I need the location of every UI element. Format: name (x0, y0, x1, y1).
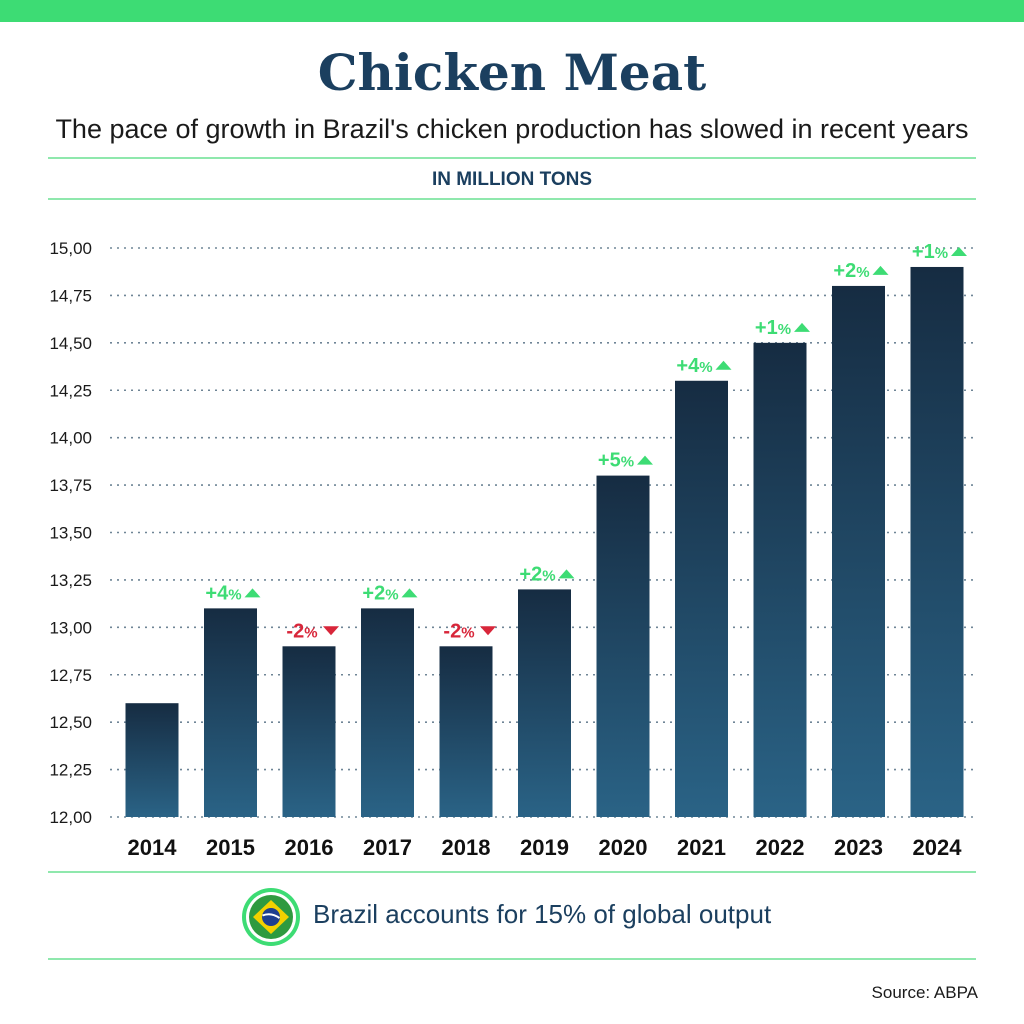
triangle-up-icon (951, 246, 967, 256)
x-tick-label: 2018 (442, 835, 491, 860)
x-tick-label: 2021 (677, 835, 726, 860)
triangle-up-icon (244, 588, 261, 598)
y-tick-label: 15,00 (49, 239, 92, 258)
y-tick-label: 14,00 (49, 429, 92, 448)
x-tick-label: 2022 (756, 835, 805, 860)
chart-title: Chicken Meat (317, 43, 707, 102)
x-tick-label: 2017 (363, 835, 412, 860)
change-label: +5% (598, 450, 634, 472)
unit-label: IN MILLION TONS (431, 169, 593, 190)
divider-footer-bottom (48, 958, 976, 960)
top-accent-bar (0, 0, 1024, 22)
x-tick-label: 2019 (520, 835, 569, 860)
y-tick-label: 14,25 (49, 381, 92, 400)
bar-2016 (282, 646, 336, 817)
triangle-up-icon (715, 360, 732, 370)
x-tick-label: 2020 (599, 835, 648, 860)
change-label: +4% (205, 582, 241, 604)
triangle-up-icon (558, 569, 575, 579)
divider-footer-top (48, 871, 976, 873)
bars (125, 266, 964, 817)
y-tick-label: 14,75 (49, 286, 92, 305)
change-label: +1% (912, 241, 948, 263)
change-label: +2% (519, 563, 555, 585)
triangle-down-icon (480, 626, 496, 636)
y-tick-label: 13,00 (49, 618, 92, 637)
y-tick-label: 13,50 (49, 524, 92, 543)
bar-2019 (518, 589, 571, 817)
x-tick-label: 2024 (913, 835, 963, 860)
x-tick-label: 2016 (285, 835, 334, 860)
triangle-up-icon (401, 588, 418, 598)
change-annotations: +4% -2% +2% -2% +2% +5% +4% +1% +2% +1% (205, 241, 967, 642)
bar-2014 (125, 703, 179, 817)
x-tick-label: 2015 (206, 835, 255, 860)
grid-lines (110, 247, 976, 818)
y-tick-label: 12,75 (49, 666, 92, 685)
y-tick-label: 13,75 (49, 476, 92, 495)
y-tick-label: 12,50 (49, 713, 92, 732)
y-axis-ticks: 12,00 12,25 12,50 12,75 13,00 13,25 13,50 13,75… (49, 239, 92, 827)
bar-2024 (910, 266, 964, 817)
change-label: -2% (443, 620, 474, 642)
y-tick-label: 14,50 (49, 334, 92, 353)
change-label: -2% (286, 620, 317, 642)
bar-2018 (439, 646, 493, 817)
x-axis-ticks: 2014 2015 2016 2017 2018 2019 2020 2021 2022 2023… (128, 835, 963, 860)
y-tick-label: 13,25 (49, 571, 92, 590)
brazil-flag-icon (242, 888, 300, 946)
bar-2017 (361, 608, 414, 817)
bar-2021 (675, 380, 728, 817)
divider-unit (48, 198, 976, 200)
triangle-down-icon (323, 626, 339, 636)
bar-2023 (832, 285, 885, 817)
triangle-up-icon (637, 455, 653, 465)
divider-top (48, 157, 976, 159)
bar-2020 (596, 475, 650, 817)
bar-2015 (204, 608, 257, 817)
triangle-up-icon (872, 265, 889, 275)
source-label: Source: ABPA (871, 983, 978, 1002)
y-tick-label: 12,00 (49, 808, 92, 827)
change-label: +4% (676, 355, 712, 377)
change-label: +2% (362, 582, 398, 604)
bar-2022 (753, 342, 807, 817)
y-tick-label: 12,25 (49, 761, 92, 780)
x-tick-label: 2014 (128, 835, 178, 860)
x-tick-label: 2023 (834, 835, 883, 860)
change-label: +2% (833, 260, 869, 282)
triangle-up-icon (794, 322, 810, 332)
change-label: +1% (755, 317, 791, 339)
footer-note: Brazil accounts for 15% of global output (313, 899, 772, 929)
chart-subtitle: The pace of growth in Brazil's chicken p… (55, 114, 969, 144)
